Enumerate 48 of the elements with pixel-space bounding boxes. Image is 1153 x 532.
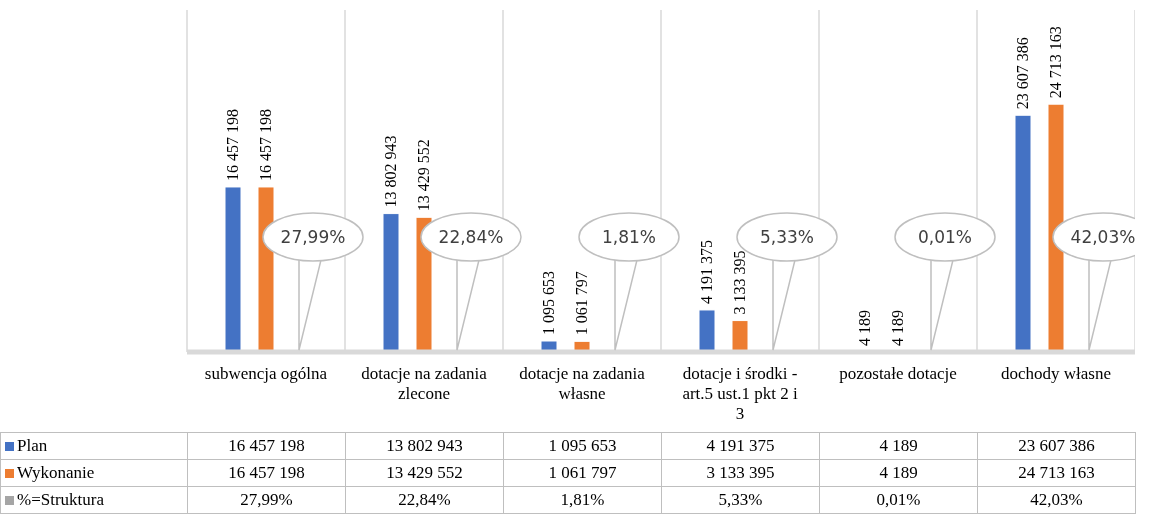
bar: [731, 320, 749, 353]
x-tick-label: dochody własne: [1000, 364, 1112, 384]
data-label: 1,81%: [503, 486, 662, 514]
data-label: 27,99%: [187, 486, 346, 514]
x-tick-label: pozostałe dotacje: [838, 364, 958, 384]
x-tick-label: dotacje na zadania zlecone: [361, 364, 487, 404]
data-label: 4 191 375: [661, 432, 820, 460]
text: 4 189: [889, 309, 906, 346]
data-label: 16 457 198: [187, 432, 346, 460]
text: 3 133 395: [731, 250, 748, 315]
text: 16 457 198: [224, 108, 241, 181]
x-tick-label: dotacje i środki -art.5 ust.1 pkt 2 i 3: [681, 364, 799, 424]
data-label: 23 607 386: [977, 432, 1136, 460]
bar: [382, 213, 400, 353]
legend-label: Plan: [0, 432, 188, 460]
bar: [698, 309, 716, 353]
data-label: 1 095 653: [503, 432, 662, 460]
text: 1 061 797: [573, 271, 590, 336]
text: 4 189: [856, 309, 873, 346]
bar: [224, 186, 242, 353]
bar: [1014, 114, 1032, 353]
text: 16 457 198: [257, 108, 274, 181]
data-label: 4 189: [819, 432, 978, 460]
text: 13 802 943: [382, 135, 399, 208]
legend-label: %=Struktura: [0, 486, 188, 514]
data-label: 42,03%: [977, 486, 1136, 514]
speech-bubble: 42,03%: [1052, 212, 1135, 351]
data-label: 4 189: [819, 459, 978, 487]
data-label: 22,84%: [345, 486, 504, 514]
speech-bubble: 27,99%: [262, 212, 364, 351]
data-label: 13 429 552: [345, 459, 504, 487]
text: 24 713 163: [1047, 26, 1064, 99]
data-label: 13 802 943: [345, 432, 504, 460]
data-label: 3 133 395: [661, 459, 820, 487]
speech-bubble: 22,84%: [420, 212, 522, 351]
data-label: 24 713 163: [977, 459, 1136, 487]
text: 23 607 386: [1014, 37, 1031, 110]
x-tick-label: subwencja ogólna: [203, 364, 329, 384]
text: 4 191 375: [698, 239, 715, 304]
data-label: 1 061 797: [503, 459, 662, 487]
text: 1 095 653: [540, 271, 557, 336]
bar: [1047, 103, 1065, 353]
legend-label: Wykonanie: [0, 459, 188, 487]
x-tick-label: dotacje na zadania własne: [519, 364, 645, 404]
data-label: 0,01%: [819, 486, 978, 514]
text: 13 429 552: [415, 139, 432, 212]
data-label: 5,33%: [661, 486, 820, 514]
data-label: 16 457 198: [187, 459, 346, 487]
